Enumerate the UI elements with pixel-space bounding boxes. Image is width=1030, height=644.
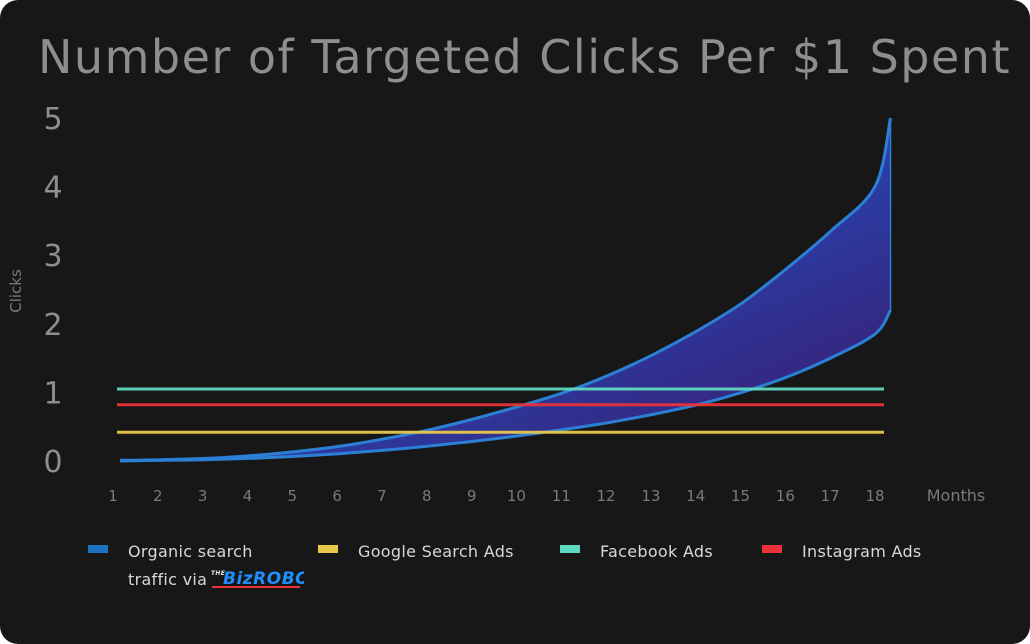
x-tick-label: 4 [243, 487, 253, 505]
legend-organic-line1: Organic search [128, 542, 253, 561]
x-tick-label: 2 [153, 487, 163, 505]
x-tick-label: 8 [422, 487, 432, 505]
organic-band-area [120, 118, 891, 461]
y-tick-label: 1 [43, 376, 62, 411]
x-tick-label: 7 [377, 487, 387, 505]
y-tick-label: 4 [43, 171, 62, 206]
x-tick-label: 6 [332, 487, 342, 505]
legend-label-facebook: Facebook Ads [600, 542, 714, 561]
y-tick-label: 0 [43, 445, 62, 480]
x-tick-label: 1 [108, 487, 118, 505]
x-tick-label: 16 [776, 487, 795, 505]
x-tick-label: 3 [198, 487, 208, 505]
x-tick-label: 14 [686, 487, 705, 505]
x-tick-label: 18 [865, 487, 884, 505]
y-axis-label-wrap: Clicks [6, 262, 26, 318]
legend-label-google: Google Search Ads [358, 542, 514, 561]
legend-swatch-instagram [762, 545, 782, 553]
legend-item-facebook: Facebook Ads [560, 539, 713, 565]
x-axis-label: Months [927, 486, 985, 505]
x-tick-label: 10 [507, 487, 526, 505]
y-tick-label: 2 [43, 308, 62, 343]
x-tick-label: 11 [552, 487, 571, 505]
chart-title: Number of Targeted Clicks Per $1 Spent [38, 30, 1011, 84]
legend-swatch-facebook [560, 545, 580, 553]
y-axis-label: Clicks [7, 269, 25, 313]
x-tick-label: 15 [731, 487, 750, 505]
bizrobot-logo: THE BizROBOT [211, 569, 304, 589]
legend-item-instagram: Instagram Ads [762, 539, 922, 565]
legend-label-instagram: Instagram Ads [802, 542, 922, 561]
y-tick-label: 5 [43, 102, 62, 137]
legend-item-google: Google Search Ads [318, 539, 514, 565]
organic-lower-line [119, 309, 892, 463]
x-tick-label: 12 [597, 487, 616, 505]
svg-text:BizROBOT: BizROBOT [223, 569, 304, 589]
y-tick-label: 3 [43, 239, 62, 274]
legend-label-organic: Organic search traffic via THE BizROBOT [128, 539, 304, 593]
legend-swatch-organic [88, 545, 108, 553]
x-tick-label: 13 [641, 487, 660, 505]
legend-organic-line2: traffic via [128, 570, 208, 589]
legend-swatch-google [318, 545, 338, 553]
svg-text:THE: THE [211, 570, 226, 577]
x-tick-label: 5 [288, 487, 298, 505]
x-tick-label: 9 [467, 487, 477, 505]
legend-item-organic: Organic search traffic via THE BizROBOT [88, 539, 304, 593]
x-tick-label: 17 [821, 487, 840, 505]
